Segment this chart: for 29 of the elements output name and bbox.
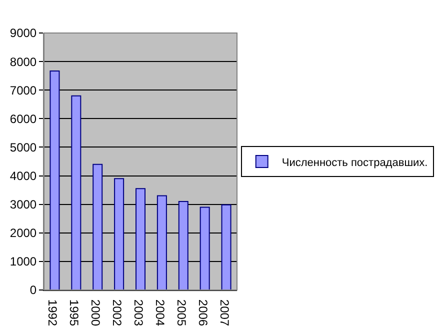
y-tick-label: 8000 [10,54,37,69]
bar [136,188,146,290]
x-tick-label: 2003 [132,299,146,326]
bar [200,206,210,290]
bar [178,200,188,290]
y-tick-label: 5000 [10,140,37,154]
x-tick-label: 2006 [196,299,210,326]
bar [92,164,103,290]
y-tick-label: 4000 [10,168,37,183]
bar [156,195,167,290]
legend-label: Численность пострадавших. [282,156,428,169]
bar [221,204,232,290]
y-tick-label: 9000 [10,26,37,40]
x-tick-label: 2000 [88,299,103,326]
bar [114,178,124,290]
y-tick-label: 1000 [10,254,37,269]
x-tick-label: 1995 [67,299,82,326]
y-tick-label: 6000 [10,112,37,126]
bar [50,70,60,290]
bar [71,95,82,290]
y-tick-label: 7000 [10,83,37,98]
y-tick-label: 3000 [10,198,37,212]
y-tick-label: 2000 [10,226,37,240]
x-tick-label: 2002 [110,299,124,326]
y-tick-label: 0 [30,283,37,298]
x-tick-label: 2007 [217,299,232,326]
x-tick-label: 2005 [174,299,188,326]
x-tick-label: 1992 [46,299,60,326]
x-tick-label: 2004 [152,299,167,326]
